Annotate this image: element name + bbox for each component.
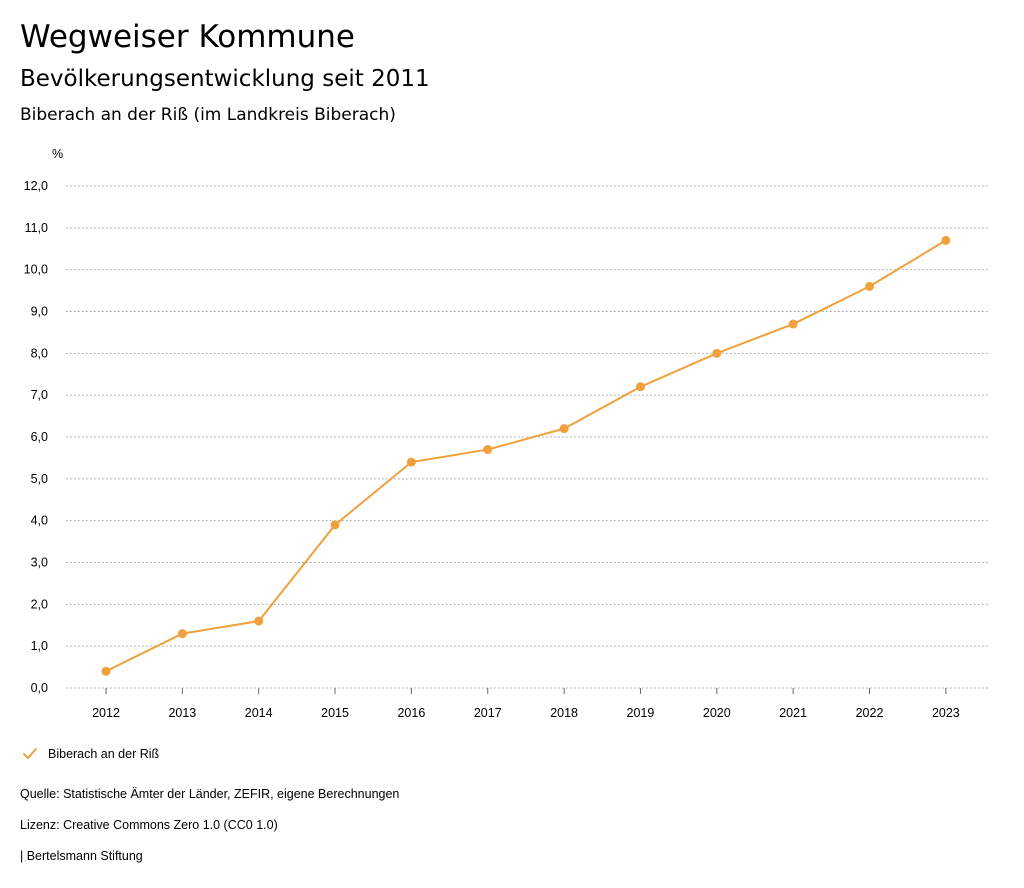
source-note: Quelle: Statistische Ämter der Länder, Z… — [20, 787, 400, 801]
y-tick-label: 10,0 — [24, 263, 48, 277]
license-note: Lizenz: Creative Commons Zero 1.0 (CC0 1… — [20, 818, 278, 832]
series-line — [105, 239, 947, 673]
line-chart: % 0,0 1,0 2,0 3,0 4,0 5,0 6,0 7,0 8,0 9,0 10,0 11,0… — [24, 147, 990, 720]
x-tick-label: 2019 — [627, 706, 655, 720]
y-axis-unit-label: % — [52, 147, 63, 161]
y-tick-label: 9,0 — [31, 305, 48, 319]
legend-label: Biberach an der Riß — [48, 747, 160, 761]
x-tick-label: 2016 — [397, 706, 425, 720]
y-tick-label: 4,0 — [31, 514, 48, 528]
data-point — [788, 319, 798, 329]
data-point — [177, 629, 187, 639]
x-tick-label: 2018 — [550, 706, 578, 720]
y-tick-label: 11,0 — [25, 221, 48, 235]
x-tick-label: 2014 — [245, 706, 273, 720]
data-point — [406, 457, 416, 467]
x-tick-label: 2022 — [856, 706, 884, 720]
y-tick-label: 7,0 — [31, 388, 48, 402]
region-heading: Biberach an der Riß (im Landkreis Bibera… — [20, 105, 396, 125]
x-tick-label: 2012 — [92, 706, 120, 720]
y-tick-label: 0,0 — [31, 681, 48, 695]
chart-legend[interactable]: Biberach an der Riß — [22, 744, 159, 764]
x-tick-label: 2013 — [168, 706, 196, 720]
x-tick-label: 2015 — [321, 706, 349, 720]
y-tick-label: 2,0 — [31, 597, 48, 611]
y-tick-label: 8,0 — [31, 346, 48, 360]
y-tick-label: 6,0 — [31, 430, 48, 444]
data-point — [330, 520, 340, 530]
data-point — [635, 382, 645, 392]
data-point — [865, 281, 874, 291]
data-point — [254, 616, 264, 626]
x-tick-label: 2017 — [474, 706, 502, 720]
y-tick-label: 3,0 — [31, 556, 48, 570]
publisher-note: | Bertelsmann Stiftung — [20, 849, 143, 863]
page-title: Wegweiser Kommune — [20, 19, 355, 55]
y-tick-label: 5,0 — [31, 472, 48, 486]
y-tick-label: 1,0 — [31, 639, 48, 653]
y-tick-label: 12,0 — [24, 179, 48, 193]
data-point — [559, 424, 569, 434]
x-axis-ticks: 2012 2013 2014 2015 2016 2017 2018 2019 2020 2021… — [92, 688, 960, 720]
chart-subtitle: Bevölkerungsentwicklung seit 2011 — [20, 66, 430, 92]
x-tick-label: 2020 — [703, 706, 731, 720]
data-series — [101, 235, 951, 676]
grid-lines — [66, 185, 990, 689]
data-point — [483, 445, 493, 455]
y-axis-ticks: 0,0 1,0 2,0 3,0 4,0 5,0 6,0 7,0 8,0 9,0 10,0 11,0 12… — [24, 179, 48, 695]
checkmark-icon — [23, 748, 37, 759]
data-point — [101, 666, 111, 676]
data-point — [712, 348, 722, 358]
x-tick-label: 2021 — [779, 706, 807, 720]
x-tick-label: 2023 — [932, 706, 960, 720]
data-point — [941, 235, 951, 245]
